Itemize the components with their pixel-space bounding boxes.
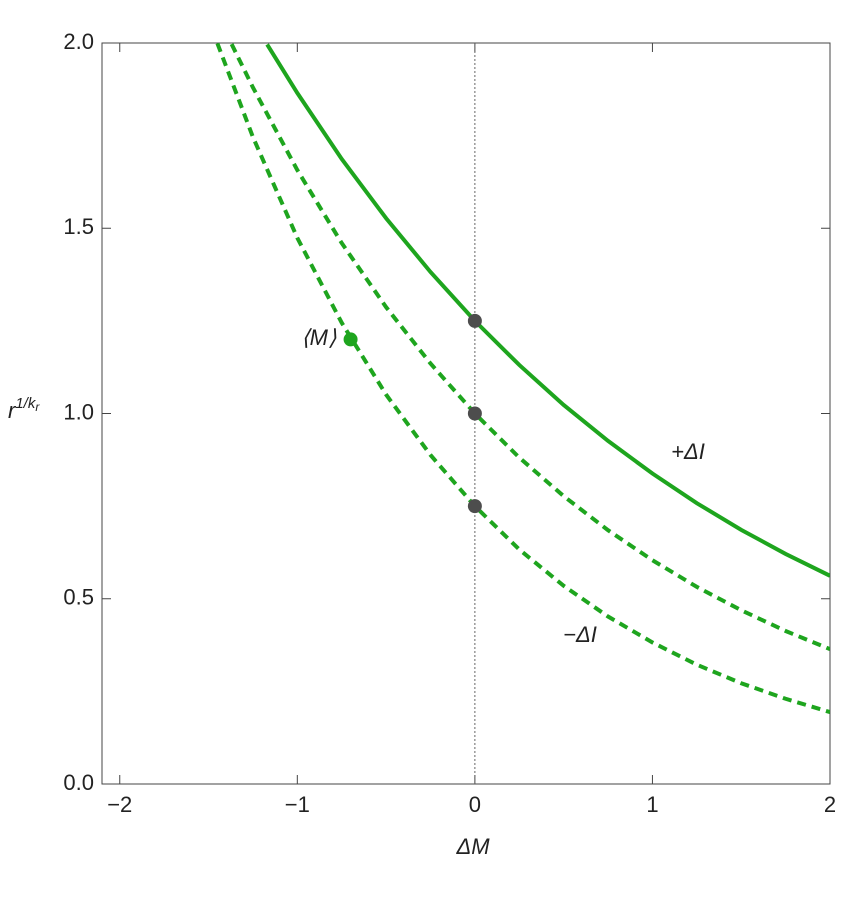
point — [343, 332, 358, 347]
annotation: −ΔI — [563, 622, 597, 647]
y-label-base: r — [8, 398, 17, 423]
y-tick-label: 0.0 — [63, 770, 94, 795]
x-tick-label: −1 — [285, 792, 310, 817]
point — [467, 406, 482, 421]
curve — [265, 43, 830, 578]
x-tick-label: 2 — [824, 792, 836, 817]
y-tick-label: 1.0 — [63, 399, 94, 424]
y-tick-label: 1.5 — [63, 214, 94, 239]
y-label-sup-sub: r — [35, 400, 40, 414]
y-axis-label: r1/kr — [8, 395, 40, 423]
y-tick-label: 2.0 — [63, 29, 94, 54]
x-tick-label: 1 — [646, 792, 658, 817]
point — [467, 499, 482, 514]
point-label: ⟨M⟩ — [301, 325, 337, 350]
curve — [215, 43, 830, 715]
point — [467, 313, 482, 328]
y-label-sup: 1/k — [15, 395, 37, 412]
y-tick-label: 0.5 — [63, 585, 94, 610]
curve — [229, 43, 830, 651]
x-tick-label: −2 — [107, 792, 132, 817]
x-tick-label: 0 — [469, 792, 481, 817]
plot-area — [215, 43, 830, 715]
x-axis-label: ΔM — [455, 834, 490, 859]
annotation: +ΔI — [671, 439, 705, 464]
